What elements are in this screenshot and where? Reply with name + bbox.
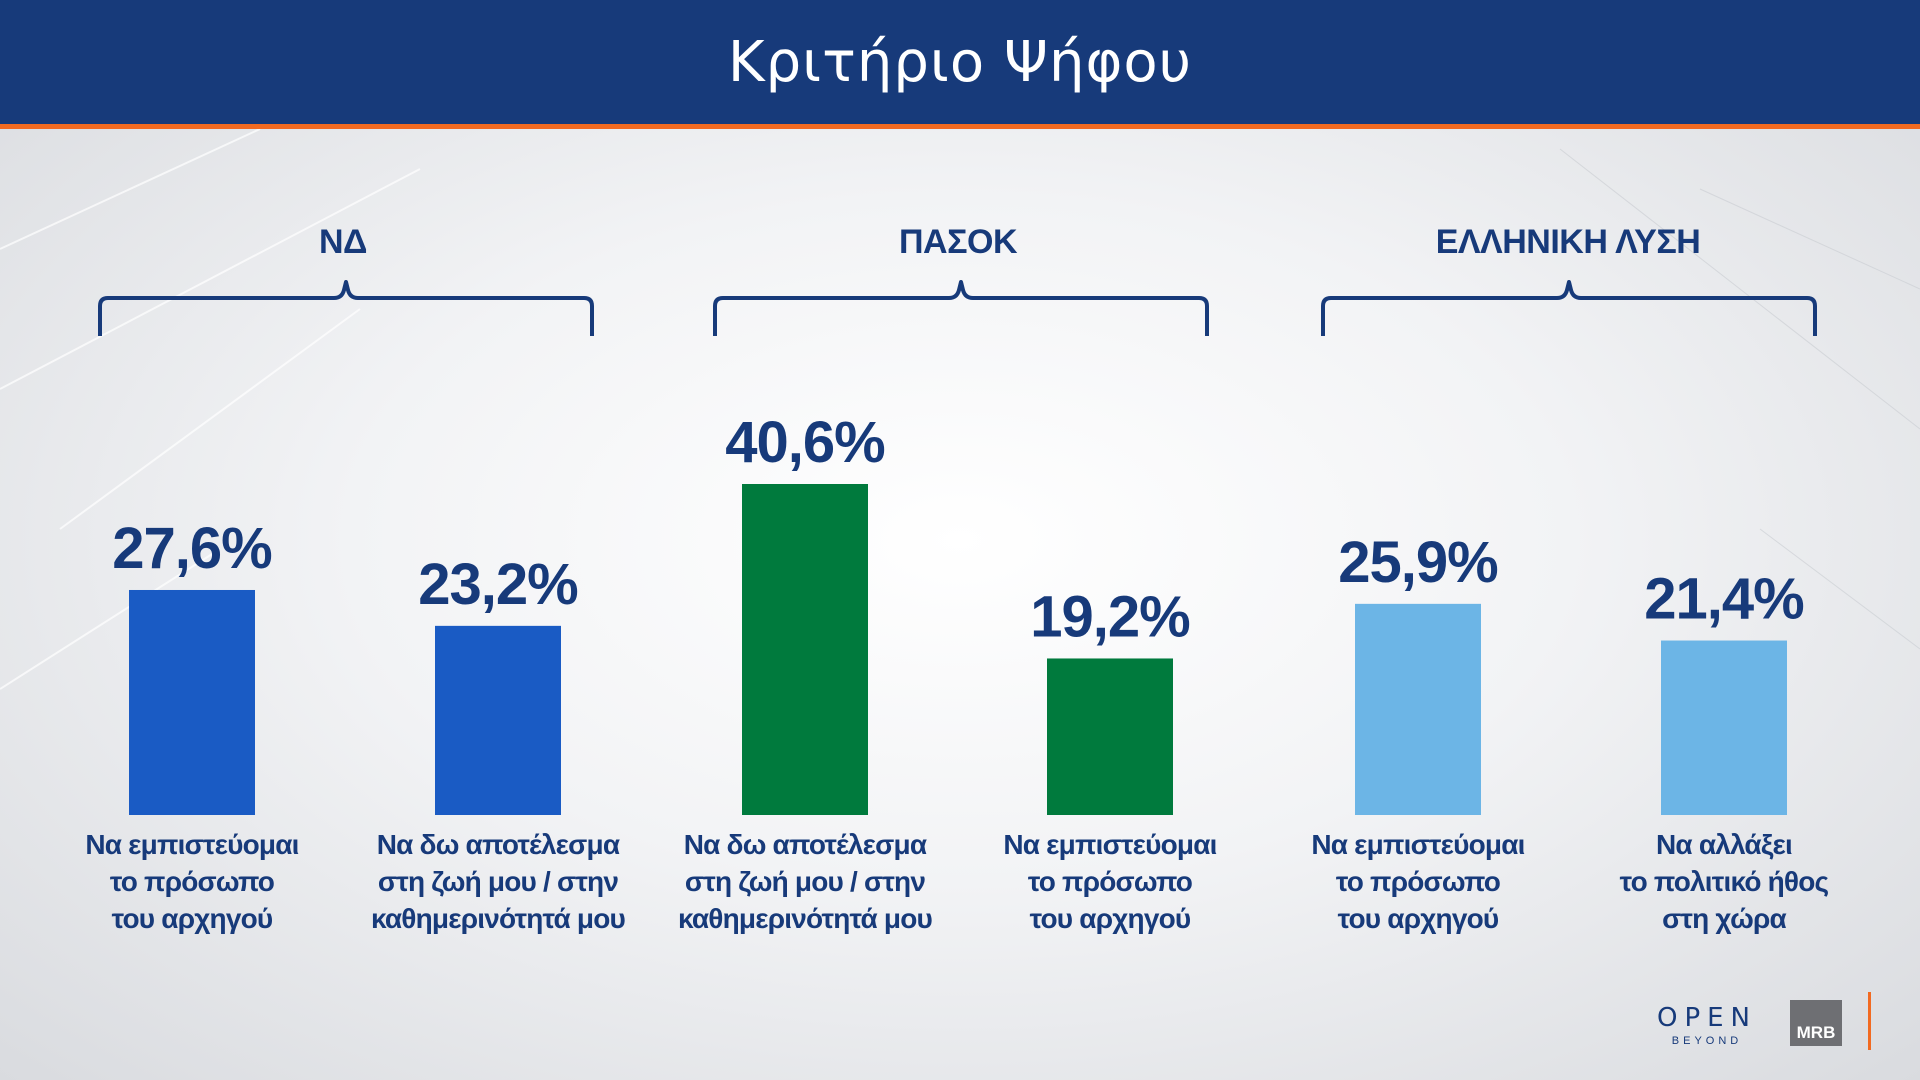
brace-nd <box>98 280 594 336</box>
category-label-ellisi-1: Να εμπιστεύομαι το πρόσωπο του αρχηγού <box>1311 829 1525 934</box>
bar-nd-2 <box>435 625 561 815</box>
open-logo-subtext: BEYOND <box>1671 1035 1743 1047</box>
header-bar: Κριτήριο Ψήφου <box>0 0 1920 129</box>
value-label-ellisi-2: 21,4% <box>1644 567 1804 632</box>
background-decoration <box>0 129 1920 690</box>
open-logo: OPEN BEYOND <box>1652 1003 1762 1047</box>
group-title-elliniki-lysi: ΕΛΛΗΝΙΚΗ ΛΥΣΗ <box>1435 223 1701 261</box>
bar-pasok-1 <box>742 484 868 815</box>
bar-ellisi-2 <box>1661 640 1787 815</box>
bar-ellisi-1 <box>1355 603 1481 815</box>
category-label-pasok-2: Να εμπιστεύομαι το πρόσωπο του αρχηγού <box>1003 829 1217 934</box>
brace-pasok <box>713 280 1209 336</box>
value-labels-layer: 27,6% 23,2% 40,6% 19,2% 25,9% 21,4% <box>112 410 1805 649</box>
group-title-pasok: ΠΑΣΟΚ <box>898 223 1018 261</box>
logo-divider <box>1868 992 1871 1050</box>
value-label-nd-2: 23,2% <box>418 552 578 617</box>
value-label-pasok-1: 40,6% <box>725 410 885 475</box>
value-label-ellisi-1: 25,9% <box>1338 530 1498 595</box>
category-label-ellisi-2: Να αλλάξει το πολιτικό ήθος στη χώρα <box>1619 829 1829 934</box>
bar-pasok-2 <box>1047 658 1173 815</box>
category-label-nd-2: Να δω αποτέλεσμα στη ζωή μου / στην καθη… <box>371 829 626 934</box>
value-label-nd-1: 27,6% <box>112 516 272 581</box>
value-label-pasok-2: 19,2% <box>1030 584 1190 649</box>
page-title: Κριτήριο Ψήφου <box>727 29 1193 95</box>
group-title-nd: ΝΔ <box>319 223 368 261</box>
brace-ellisi <box>1321 280 1817 336</box>
mrb-logo: MRB <box>1790 1000 1842 1046</box>
group-braces <box>98 280 1817 336</box>
category-label-pasok-1: Να δω αποτέλεσμα στη ζωή μου / στην καθη… <box>678 829 933 934</box>
category-label-nd-1: Να εμπιστεύομαι το πρόσωπο του αρχηγού <box>85 829 299 934</box>
open-logo-text: OPEN <box>1656 1003 1758 1033</box>
bars-layer <box>129 484 1787 815</box>
bar-nd-1 <box>129 589 255 815</box>
